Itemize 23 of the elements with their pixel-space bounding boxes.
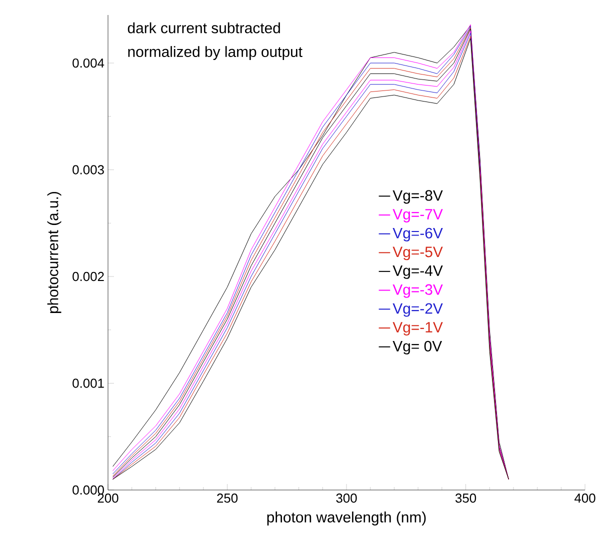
annotation: dark current subtracted	[128, 22, 280, 34]
legend-label: Vg=-2V	[392, 303, 443, 317]
legend-label: Vg=-4V	[392, 266, 443, 279]
legend-label: Vg=-7V	[392, 209, 443, 222]
y-tick-label: 0.001	[72, 378, 104, 388]
legend-label: Vg=-1V	[392, 322, 443, 336]
x-tick-label: 400	[574, 494, 596, 503]
legend-label: Vg=-3V	[392, 284, 443, 298]
x-tick-label: 200	[98, 494, 118, 503]
y-axis-title: photocurrent (a.u.)	[47, 192, 62, 313]
x-tick-label: 250	[217, 494, 238, 503]
legend-label: Vg=-8V	[392, 190, 443, 204]
annotation: normalized by lamp output	[128, 46, 302, 60]
y-tick-label: 0.003	[72, 165, 104, 174]
y-tick-label: 0.004	[72, 58, 104, 68]
legend-label: Vg=-5V	[392, 246, 443, 260]
x-axis-title: photon wavelength (nm)	[267, 512, 426, 526]
legend-label: Vg=-6V	[392, 228, 443, 242]
legend-label: Vg= 0V	[392, 340, 442, 354]
y-tick-label: 0.000	[72, 485, 104, 495]
y-tick-label: 0.002	[72, 272, 104, 282]
x-tick-label: 300	[336, 494, 357, 503]
x-tick-label: 350	[455, 494, 476, 503]
